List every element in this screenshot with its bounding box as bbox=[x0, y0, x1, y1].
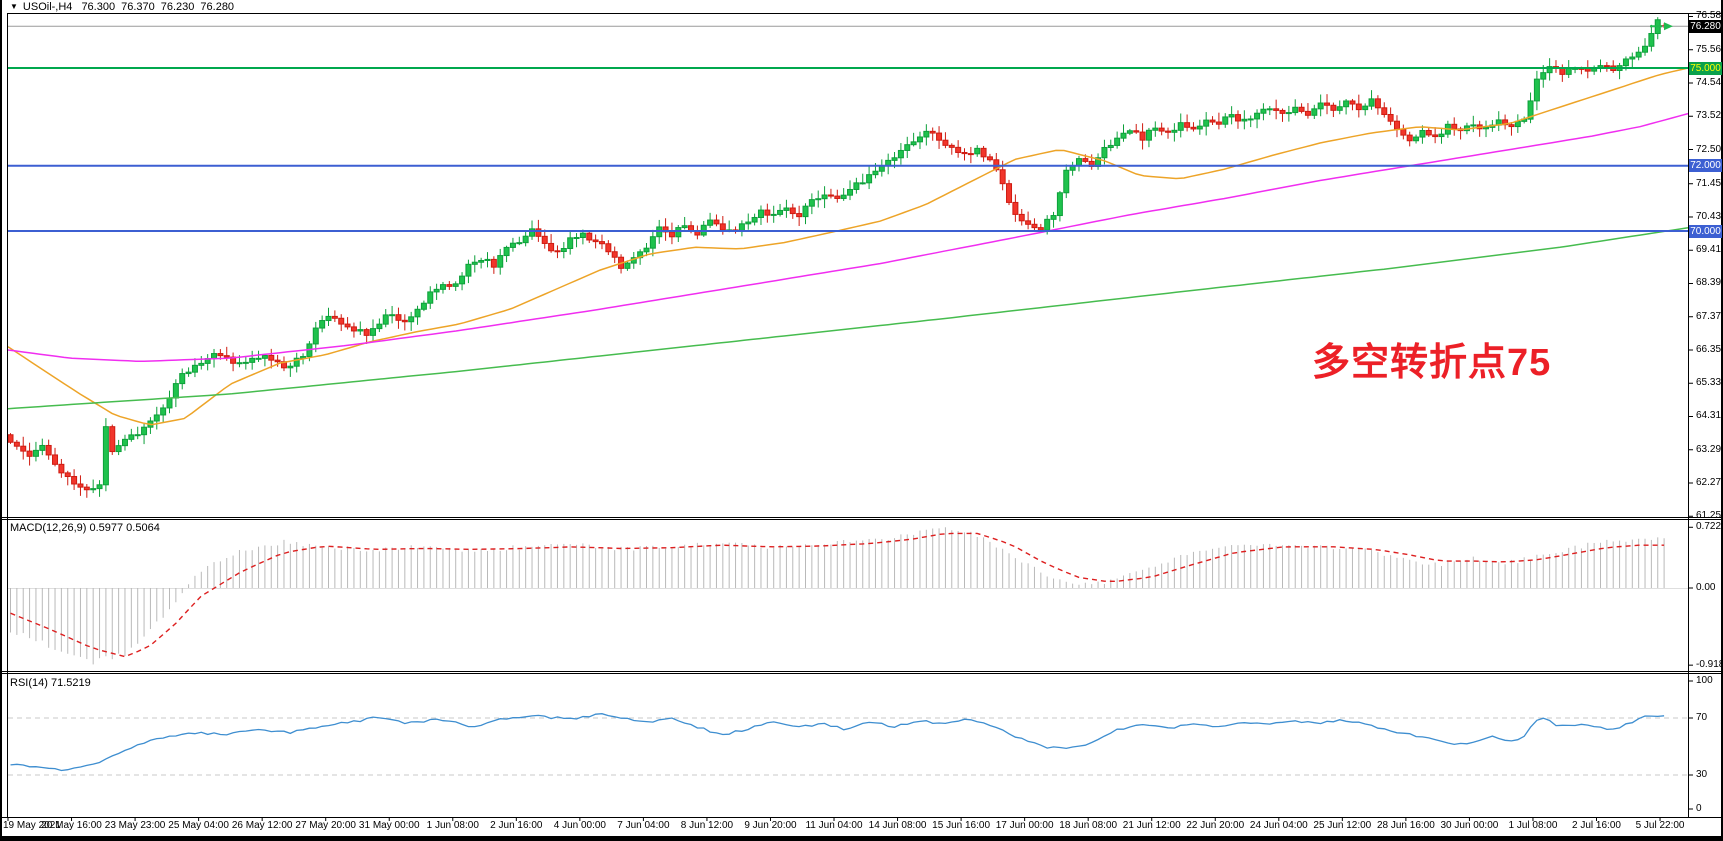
price-axis-label: 66.350 bbox=[1696, 343, 1723, 355]
time-axis-label: 4 Jun 00:00 bbox=[553, 820, 606, 831]
price-axis-label: 67.370 bbox=[1696, 310, 1723, 322]
time-axis-label: 26 May 12:00 bbox=[231, 820, 293, 831]
level-70-price-tag[interactable]: 70.000 bbox=[1689, 224, 1722, 238]
price-axis-label: 73.520 bbox=[1696, 110, 1723, 122]
chart-header: ▼ USOil-,H4 76.300 76.370 76.230 76.280 bbox=[10, 0, 240, 13]
time-axis-label: 20 May 16:00 bbox=[41, 820, 102, 831]
rsi-series bbox=[8, 713, 1688, 776]
rsi-indicator-label: RSI(14) 71.5219 bbox=[10, 677, 91, 689]
price-axis-label: 64.310 bbox=[1696, 410, 1723, 422]
level-75-price-tag[interactable]: 75.000 bbox=[1689, 61, 1722, 75]
rsi-axis-label: 100 bbox=[1696, 675, 1713, 686]
macd-axis-label: 0.7229 bbox=[1696, 521, 1723, 533]
price-axis-label: 68.390 bbox=[1696, 277, 1723, 289]
macd-indicator-label: MACD(12,26,9) 0.5977 0.5064 bbox=[10, 522, 160, 534]
quote-low: 76.230 bbox=[160, 0, 195, 13]
time-axis-label: 23 May 23:00 bbox=[104, 820, 166, 831]
ma-mid-magenta bbox=[7, 112, 1689, 363]
rsi-axis-label: 30 bbox=[1696, 769, 1708, 780]
time-axis-label: 5 Jul 22:00 bbox=[1635, 820, 1685, 831]
macd-axis-label: -0.9185 bbox=[1696, 659, 1723, 671]
price-axis-label: 75.560 bbox=[1696, 43, 1723, 55]
time-axis-label: 21 Jun 12:00 bbox=[1122, 820, 1181, 831]
price-axis-label: 69.410 bbox=[1696, 244, 1723, 256]
price-axis-label: 63.290 bbox=[1696, 443, 1723, 455]
price-axis-label: 65.330 bbox=[1696, 377, 1723, 389]
time-axis-label: 14 Jun 08:00 bbox=[868, 820, 927, 831]
macd-axis-label: 0.00 bbox=[1696, 582, 1716, 593]
ma-fast-orange bbox=[7, 67, 1689, 426]
quote-close: 76.280 bbox=[200, 0, 235, 13]
time-axis-label: 7 Jun 04:00 bbox=[617, 820, 670, 831]
ma-slow-green bbox=[7, 226, 1689, 410]
price-axis-label: 74.540 bbox=[1696, 76, 1723, 88]
level-72-price-tag[interactable]: 72.000 bbox=[1689, 159, 1722, 173]
time-axis-label: 17 Jun 00:00 bbox=[995, 820, 1054, 831]
candlestick-series bbox=[7, 17, 1668, 498]
time-axis-label: 24 Jun 04:00 bbox=[1249, 820, 1308, 831]
price-axis-label: 72.500 bbox=[1696, 143, 1723, 155]
price-axis-label: 61.250 bbox=[1696, 510, 1723, 522]
time-axis-label: 30 Jun 00:00 bbox=[1440, 820, 1499, 831]
time-axis-label: 11 Jun 04:00 bbox=[805, 820, 863, 831]
time-axis-label: 8 Jun 12:00 bbox=[680, 820, 734, 831]
rsi-line bbox=[10, 713, 1665, 772]
current-price-tag: 76.280 bbox=[1689, 19, 1722, 33]
price-axis-label: 71.450 bbox=[1696, 177, 1723, 189]
time-axis-label: 1 Jun 08:00 bbox=[426, 820, 479, 831]
annotation-text: 多空转折点75 bbox=[1312, 342, 1552, 384]
time-axis-label: 28 Jun 16:00 bbox=[1376, 820, 1435, 831]
price-tag-text: 72.000 bbox=[1690, 160, 1721, 172]
time-axis-label: 22 Jun 20:00 bbox=[1186, 820, 1245, 831]
time-axis-label: 2 Jul 16:00 bbox=[1572, 820, 1621, 831]
time-axis-label: 27 May 20:00 bbox=[295, 820, 356, 831]
time-axis-label: 2 Jun 16:00 bbox=[490, 820, 543, 831]
symbol-dropdown-icon[interactable]: ▼ bbox=[10, 2, 18, 11]
time-axis-label: 25 Jun 12:00 bbox=[1313, 820, 1372, 831]
time-axis-label: 1 Jul 08:00 bbox=[1508, 820, 1558, 831]
price-tag-text: 76.280 bbox=[1690, 20, 1721, 32]
last-price-arrow-icon bbox=[1664, 22, 1673, 31]
price-axis-label: 70.430 bbox=[1696, 210, 1723, 222]
time-axis-label: 31 May 00:00 bbox=[358, 820, 420, 831]
price-tag-text: 75.000 bbox=[1690, 62, 1721, 74]
time-axis-label: 19 May 2021 bbox=[3, 820, 61, 831]
time-axis-label: 25 May 04:00 bbox=[168, 820, 229, 831]
quote-open: 76.300 bbox=[81, 0, 116, 13]
rsi-axis-label: 70 bbox=[1696, 712, 1708, 723]
time-axis-label: 15 Jun 16:00 bbox=[932, 820, 991, 831]
time-axis-label: 9 Jun 20:00 bbox=[744, 820, 797, 831]
price-axis-label: 62.270 bbox=[1696, 476, 1723, 488]
macd-signal-line bbox=[10, 532, 1665, 658]
price-axis-label: 76.580 bbox=[1696, 10, 1723, 22]
quote-high: 76.370 bbox=[121, 0, 155, 13]
axis-ticks bbox=[7, 15, 1693, 821]
symbol-timeframe-label: USOil-,H4 bbox=[22, 0, 73, 13]
macd-series bbox=[8, 527, 1688, 665]
price-tag-text: 70.000 bbox=[1690, 225, 1721, 237]
rsi-axis-label: 0 bbox=[1696, 803, 1702, 814]
time-axis-label: 18 Jun 08:00 bbox=[1059, 820, 1118, 831]
